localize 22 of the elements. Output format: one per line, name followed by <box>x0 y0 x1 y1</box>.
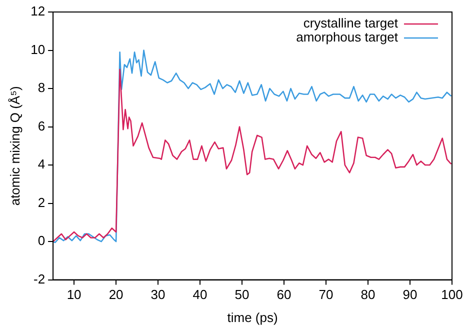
y-axis-title: atomic mixing Q (Å⁵) <box>7 86 22 206</box>
x-tick-label: 70 <box>318 287 334 302</box>
y-tick-label: 2 <box>38 194 46 210</box>
x-tick-label: 40 <box>192 287 208 302</box>
x-tick-label: 30 <box>150 287 166 302</box>
y-tick-label: 6 <box>38 118 46 134</box>
x-tick-label: 90 <box>402 287 418 302</box>
y-tick-label: 0 <box>38 233 46 248</box>
legend-label: crystalline target <box>303 16 398 31</box>
y-tick-label: 10 <box>30 42 46 57</box>
x-tick-label: 80 <box>360 287 376 302</box>
x-tick-label: 10 <box>66 287 82 302</box>
y-tick-label: -2 <box>33 271 46 286</box>
y-tick-label: 4 <box>38 156 46 172</box>
x-tick-label: 50 <box>234 287 250 302</box>
y-tick-label: 8 <box>38 80 46 96</box>
x-tick-label: 100 <box>441 287 463 302</box>
x-tick-label: 60 <box>276 287 292 302</box>
legend-label: amorphous target <box>296 30 398 45</box>
x-axis-title: time (ps) <box>227 310 278 325</box>
y-tick-label: 12 <box>30 4 46 19</box>
x-tick-label: 20 <box>108 287 124 302</box>
